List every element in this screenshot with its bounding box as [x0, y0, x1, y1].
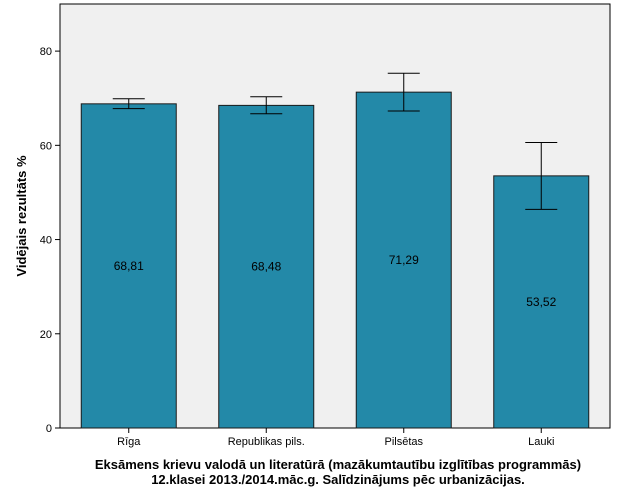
x-tick-label: Rīga: [117, 436, 141, 448]
bar: [493, 175, 590, 429]
x-tick-label: Republikas pils.: [228, 436, 305, 448]
x-axis-label-line-2: 12.klasei 2013./2014.māc.g. Salīdzinājum…: [151, 472, 525, 487]
y-tick-label: 0: [46, 423, 52, 435]
bars-group: 68,81 68,48 71,29 53,52: [80, 72, 590, 429]
x-axis-label-line-1: Eksāmens krievu valodā un literatūrā (ma…: [95, 457, 581, 472]
bar-value-label: 68,81: [114, 259, 144, 273]
x-axis: Rīga Republikas pils. Pilsētas Lauki: [117, 428, 554, 448]
bar-value-label: 68,48: [251, 260, 281, 274]
y-axis-label: Vidējais rezultāts %: [14, 155, 29, 277]
y-tick-label: 60: [40, 140, 52, 152]
y-tick-label: 40: [40, 235, 52, 247]
bar: [80, 103, 177, 429]
y-tick-label: 20: [40, 329, 52, 341]
x-tick-label: Lauki: [528, 436, 554, 448]
y-tick-label: 80: [40, 46, 52, 58]
bar-value-label: 71,29: [389, 253, 419, 267]
x-tick-label: Pilsētas: [384, 436, 423, 448]
bar-value-label: 53,52: [526, 295, 556, 309]
y-axis: 0 20 40 60 80: [40, 46, 60, 435]
